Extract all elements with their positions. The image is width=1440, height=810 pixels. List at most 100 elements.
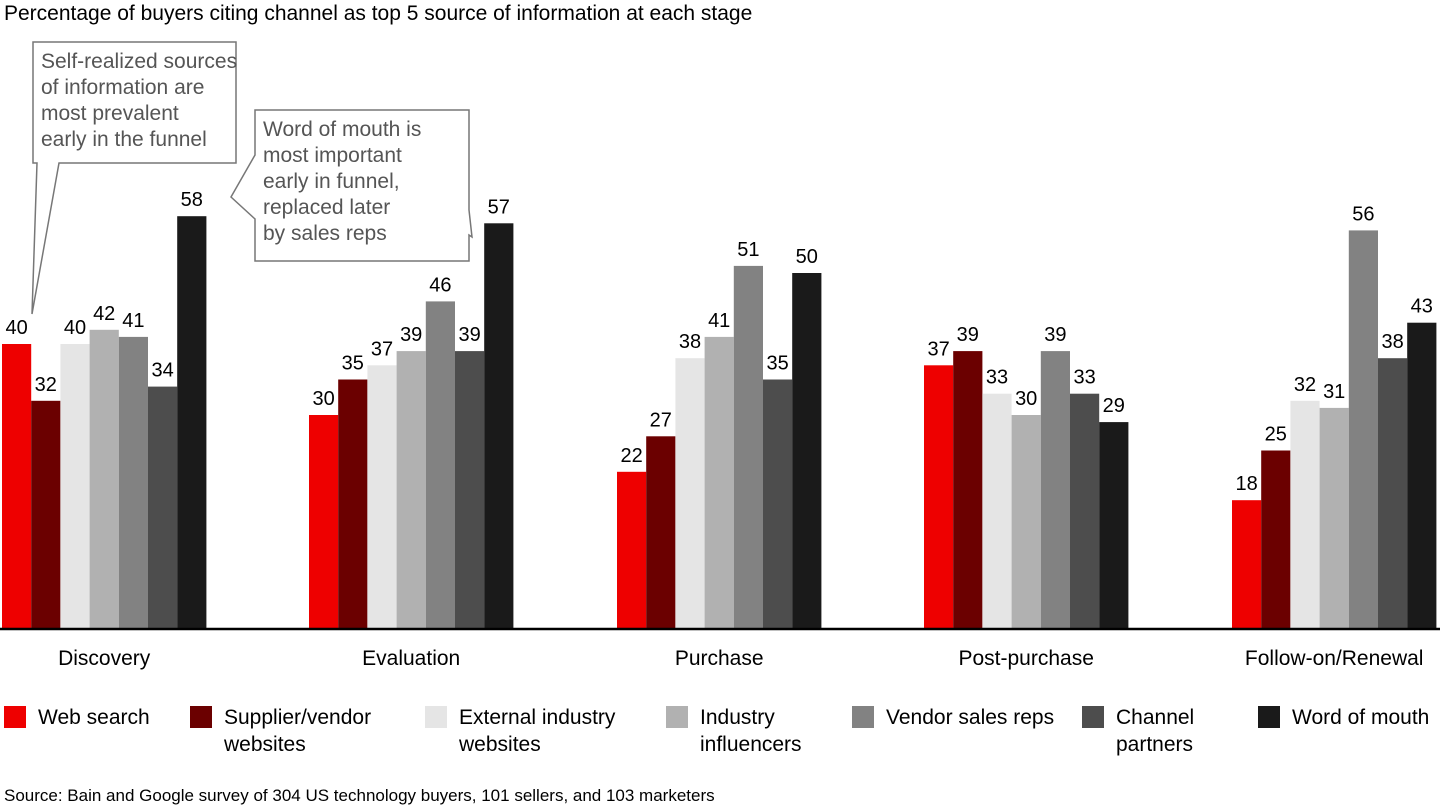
value-label-purchase-industry-influencers: 41 [708,310,730,332]
bar-discovery-industry-influencers [89,329,119,628]
legend-item-industry-influencers: Industry influencers [666,704,802,758]
category-label-evaluation: Evaluation [362,647,460,670]
value-label-purchase-word-of-mouth: 50 [796,246,818,268]
callout-box-2 [230,109,473,262]
bar-discovery-web-search [2,344,32,628]
value-label-evaluation-word-of-mouth: 57 [488,196,510,218]
bar-purchase-industry-influencers [704,336,734,628]
chart-title: Percentage of buyers citing channel as t… [4,2,753,25]
value-label-discovery-channel-partners: 34 [151,360,173,382]
value-label-evaluation-channel-partners: 39 [458,324,480,346]
bar-discovery-external-industry-websites [60,344,90,628]
value-label-follow-on-renewal-industry-influencers: 31 [1323,381,1345,403]
legend-swatch [852,706,874,728]
legend-label: Vendor sales reps [886,706,1055,729]
bar-post-purchase-vendor-sales-reps [1040,351,1070,628]
value-label-discovery-industry-influencers: 42 [93,303,115,325]
legend-swatch [4,706,26,728]
legend-item-external-industry-websites: External industry websites [425,704,615,758]
bar-evaluation-word-of-mouth [484,223,514,629]
value-label-purchase-channel-partners: 35 [766,353,788,375]
legend-item-supplier-vendor-websites: Supplier/vendor websites [190,704,371,758]
bar-evaluation-industry-influencers [396,351,426,628]
value-label-purchase-vendor-sales-reps: 51 [737,239,759,261]
legend-swatch [666,706,688,728]
callout-text-2: Word of mouth is most important early in f… [263,118,421,245]
bar-post-purchase-industry-influencers [1011,415,1041,628]
value-label-post-purchase-supplier-vendor-websites: 39 [957,324,979,346]
category-labels-layer: Discovery Evaluation Purchase Post-purchase… [58,647,1423,670]
bar-discovery-word-of-mouth [177,216,207,628]
bar-follow-on-renewal-channel-partners [1378,358,1408,628]
bar-discovery-vendor-sales-reps [118,336,148,628]
legend-item-web-search: Web search [4,704,150,731]
value-label-discovery-vendor-sales-reps: 41 [122,310,144,332]
bar-post-purchase-external-industry-websites [982,393,1012,628]
value-label-follow-on-renewal-vendor-sales-reps: 56 [1352,203,1374,225]
bar-discovery-supplier-vendor-websites [31,400,61,628]
value-label-post-purchase-word-of-mouth: 29 [1103,395,1125,417]
value-label-post-purchase-external-industry-websites: 33 [986,367,1008,389]
bar-evaluation-vendor-sales-reps [425,301,455,628]
bars-layer [2,216,1437,629]
legend-item-channel-partners: Channel partners [1082,704,1194,758]
bar-post-purchase-word-of-mouth [1099,422,1129,628]
bar-purchase-channel-partners [763,379,793,628]
bar-follow-on-renewal-external-industry-websites [1290,400,1320,628]
legend-label: External industry websites [459,706,616,756]
value-label-post-purchase-channel-partners: 33 [1073,367,1095,389]
bar-purchase-word-of-mouth [792,273,822,628]
value-label-purchase-external-industry-websites: 38 [679,331,701,353]
category-label-follow-on-renewal: Follow-on/Renewal [1245,647,1424,670]
bar-evaluation-web-search [309,415,339,628]
bar-purchase-external-industry-websites [675,358,705,628]
bar-discovery-channel-partners [148,386,178,628]
category-label-discovery: Discovery [58,647,151,670]
legend-label: Word of mouth [1292,706,1430,729]
legend-label: Industry influencers [700,706,802,756]
bar-evaluation-supplier-vendor-websites [338,379,368,628]
source-note: Source: Bain and Google survey of 304 US… [4,786,715,805]
value-label-follow-on-renewal-supplier-vendor-websites: 25 [1265,424,1287,446]
legend-swatch [190,706,212,728]
legend-label: Supplier/vendor websites [224,706,372,756]
legend-swatch [1082,706,1104,728]
value-label-follow-on-renewal-web-search: 18 [1235,473,1257,495]
bar-follow-on-renewal-vendor-sales-reps [1348,230,1378,628]
value-label-purchase-supplier-vendor-websites: 27 [650,409,672,431]
value-label-evaluation-web-search: 30 [312,388,334,410]
category-label-purchase: Purchase [675,647,764,670]
value-label-follow-on-renewal-channel-partners: 38 [1381,331,1403,353]
callout-text-1: Self-realized sources of information are m… [41,50,237,151]
value-label-evaluation-vendor-sales-reps: 46 [429,274,451,296]
legend-label: Web search [38,706,150,729]
value-label-discovery-supplier-vendor-websites: 32 [35,374,57,396]
category-label-post-purchase: Post-purchase [958,647,1093,670]
bar-post-purchase-supplier-vendor-websites [953,351,983,628]
value-label-follow-on-renewal-external-industry-websites: 32 [1294,374,1316,396]
legend-swatch [425,706,447,728]
callout-box-1 [31,41,237,315]
value-label-discovery-word-of-mouth: 58 [181,189,203,211]
value-label-follow-on-renewal-word-of-mouth: 43 [1411,296,1433,318]
bar-purchase-web-search [617,471,647,628]
value-label-evaluation-external-industry-websites: 37 [371,338,393,360]
value-label-post-purchase-vendor-sales-reps: 39 [1044,324,1066,346]
value-label-evaluation-industry-influencers: 39 [400,324,422,346]
bar-evaluation-channel-partners [455,351,485,628]
legend-swatch [1258,706,1280,728]
value-labels-layer: 40 32 40 42 41 34 58 30 35 37 39 46 39 57 22 27 38 41 51 35… [5,189,1432,495]
value-label-discovery-external-industry-websites: 40 [64,317,86,339]
legend-label: Channel partners [1116,706,1195,756]
bar-post-purchase-web-search [924,365,954,628]
value-label-post-purchase-industry-influencers: 30 [1015,388,1037,410]
bar-post-purchase-channel-partners [1070,393,1100,628]
bar-follow-on-renewal-word-of-mouth [1407,322,1437,628]
value-label-evaluation-supplier-vendor-websites: 35 [342,353,364,375]
bar-purchase-vendor-sales-reps [733,265,763,628]
bar-purchase-supplier-vendor-websites [646,436,676,628]
callouts-layer: Self-realized sources of information are m… [31,41,473,315]
value-label-post-purchase-web-search: 37 [927,338,949,360]
value-label-discovery-web-search: 40 [5,317,27,339]
bar-follow-on-renewal-supplier-vendor-websites [1261,450,1291,628]
